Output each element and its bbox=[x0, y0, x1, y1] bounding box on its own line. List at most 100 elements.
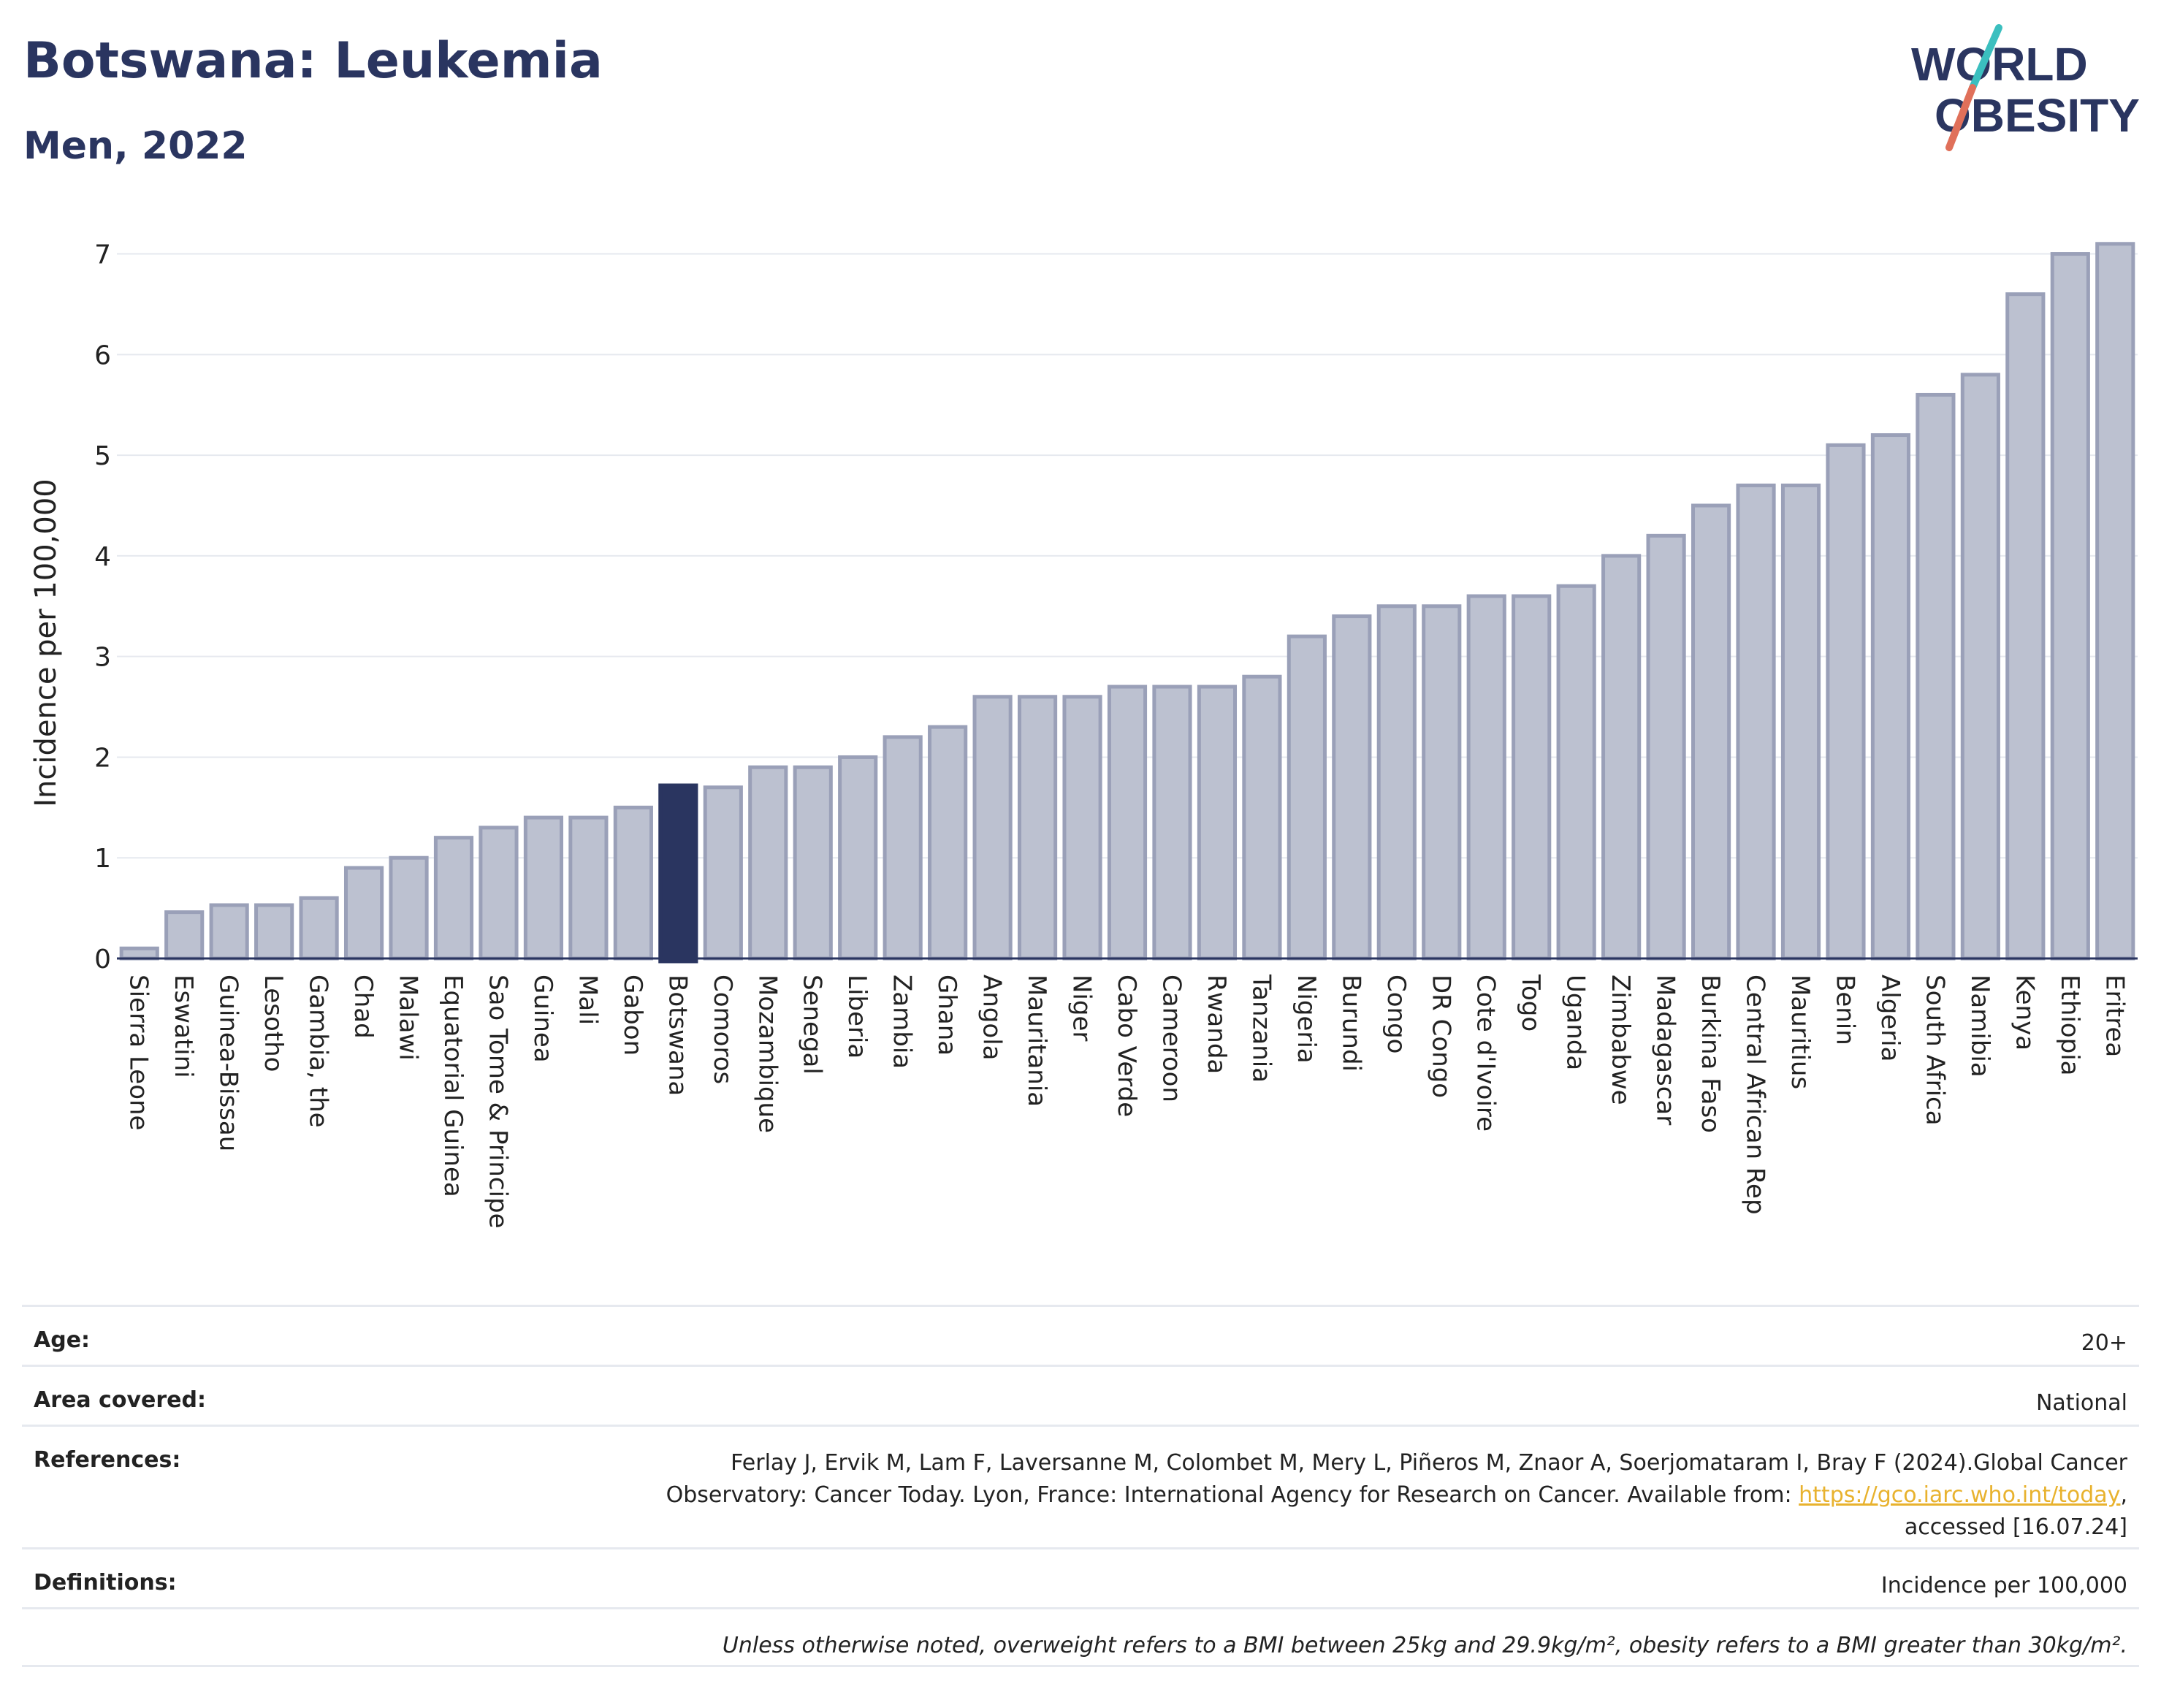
bar bbox=[1062, 695, 1102, 961]
x-tick-label: DR Congo bbox=[1426, 975, 1455, 1098]
logo-line1: WORLD bbox=[1911, 38, 2088, 91]
logo-slash-top bbox=[1969, 24, 2002, 91]
area-label: Area covered: bbox=[34, 1387, 206, 1413]
info-row-references: References: Ferlay J, Ervik M, Lam F, La… bbox=[22, 1425, 2139, 1547]
bar bbox=[748, 765, 788, 961]
x-tick-label: Sierra Leone bbox=[124, 975, 153, 1130]
y-tick-label: 5 bbox=[94, 441, 111, 471]
bar-highlight bbox=[658, 783, 698, 964]
x-tick-label: Madagascar bbox=[1651, 975, 1680, 1125]
x-tick-label: Congo bbox=[1381, 975, 1411, 1053]
x-tick-label: Burundi bbox=[1336, 975, 1365, 1072]
bar bbox=[1107, 685, 1148, 961]
y-tick-label: 2 bbox=[94, 743, 111, 773]
x-axis-labels: Sierra Leone Eswatini Guinea-Bissau Lesotho… bbox=[124, 974, 2130, 1229]
bar bbox=[389, 855, 429, 961]
y-axis-label: Incidence per 100,000 bbox=[29, 479, 63, 807]
x-tick-label: Gambia, the bbox=[304, 975, 333, 1128]
bar bbox=[1780, 483, 1821, 961]
bmi-note: Unless otherwise noted, overweight refer… bbox=[722, 1633, 2127, 1658]
bar bbox=[433, 836, 474, 961]
x-tick-label: Senegal bbox=[798, 975, 827, 1075]
x-tick-label: Benin bbox=[1830, 975, 1859, 1045]
info-row-age: Age: 20+ bbox=[22, 1305, 2139, 1365]
x-tick-label: Zambia bbox=[888, 975, 917, 1069]
area-value: National bbox=[2035, 1390, 2127, 1416]
bar bbox=[209, 903, 249, 961]
x-tick-label: Guinea-Bissau bbox=[214, 975, 243, 1151]
bar-chart: 0 1 2 3 4 5 6 7 Sierra Leone Eswatini Guinea-Biss… bbox=[29, 240, 2138, 1229]
bar bbox=[2050, 252, 2090, 961]
y-tick-label: 4 bbox=[94, 542, 111, 572]
info-row-definitions: Definitions: Incidence per 100,000 bbox=[22, 1547, 2139, 1607]
bar bbox=[1017, 695, 1058, 961]
x-tick-label: Central African Rep bbox=[1741, 975, 1770, 1215]
references-line2: Observatory: Cancer Today. Lyon, France:… bbox=[666, 1482, 1799, 1508]
bar bbox=[2005, 292, 2046, 961]
bar bbox=[1376, 604, 1417, 961]
references-line3: accessed [16.07.24] bbox=[1904, 1514, 2127, 1540]
bar bbox=[928, 725, 968, 961]
references-label: References: bbox=[34, 1447, 181, 1473]
y-tick-label: 6 bbox=[94, 340, 111, 370]
bar bbox=[1601, 554, 1642, 961]
x-tick-label: Mauritius bbox=[1785, 975, 1815, 1089]
bar bbox=[523, 815, 564, 961]
bar bbox=[1287, 634, 1327, 961]
references-line1: Ferlay J, Ervik M, Lam F, Laversanne M, … bbox=[731, 1450, 2127, 1476]
x-tick-label: Ghana bbox=[932, 975, 961, 1056]
bar bbox=[479, 826, 519, 961]
bar bbox=[1512, 594, 1552, 961]
x-tick-label: Togo bbox=[1516, 974, 1545, 1032]
y-tick-label: 3 bbox=[94, 643, 111, 673]
bar bbox=[119, 946, 159, 961]
x-tick-label: Chad bbox=[348, 975, 378, 1039]
x-tick-label: Mali bbox=[573, 975, 602, 1025]
age-label: Age: bbox=[34, 1327, 91, 1353]
bar bbox=[613, 805, 653, 961]
x-tick-label: Sao Tome & Principe bbox=[483, 975, 512, 1229]
x-tick-label: Angola bbox=[977, 975, 1007, 1060]
y-tick-label: 0 bbox=[94, 945, 111, 975]
x-tick-label: Liberia bbox=[842, 975, 872, 1059]
x-tick-label: Lesotho bbox=[259, 975, 288, 1072]
bar bbox=[164, 910, 205, 961]
references-line2-end: , bbox=[2120, 1482, 2127, 1508]
x-tick-label: Comoros bbox=[708, 975, 737, 1084]
x-tick-label: Tanzania bbox=[1246, 974, 1276, 1083]
bar bbox=[1152, 685, 1192, 961]
references-link[interactable]: https://gco.iarc.who.int/today bbox=[1799, 1482, 2121, 1508]
x-tick-label: Niger bbox=[1067, 975, 1097, 1041]
x-tick-label: Nigeria bbox=[1292, 975, 1321, 1064]
bar bbox=[343, 866, 384, 961]
x-tick-label: Eswatini bbox=[169, 975, 198, 1078]
bar bbox=[1691, 503, 1731, 961]
references-value: Ferlay J, Ervik M, Lam F, Laversanne M, … bbox=[666, 1447, 2127, 1544]
bar bbox=[1197, 685, 1238, 961]
bar bbox=[838, 755, 878, 961]
x-tick-label: Cote d'Ivoire bbox=[1471, 975, 1501, 1132]
x-tick-label: Equatorial Guinea bbox=[438, 975, 468, 1197]
x-tick-label: Guinea bbox=[528, 975, 557, 1063]
x-tick-label: Zimbabwe bbox=[1606, 975, 1635, 1105]
bar bbox=[2095, 242, 2135, 961]
page-subtitle: Men, 2022 bbox=[23, 124, 248, 168]
bar bbox=[883, 735, 923, 961]
x-tick-label: Malawi bbox=[394, 975, 423, 1061]
bar bbox=[972, 695, 1013, 961]
x-tick-label: Ethiopia bbox=[2055, 975, 2084, 1075]
x-tick-label: Burkina Faso bbox=[1696, 975, 1725, 1133]
bar bbox=[793, 765, 833, 961]
bar bbox=[568, 815, 609, 961]
bar bbox=[1826, 443, 1866, 961]
definitions-value: Incidence per 100,000 bbox=[1880, 1573, 2127, 1598]
x-tick-label: South Africa bbox=[1920, 975, 1949, 1126]
bar bbox=[703, 785, 743, 961]
x-tick-label: Uganda bbox=[1561, 975, 1590, 1070]
bar bbox=[1556, 584, 1596, 961]
x-tick-label: Kenya bbox=[2010, 975, 2039, 1051]
bar bbox=[1870, 433, 1911, 961]
x-tick-label: Cabo Verde bbox=[1112, 975, 1141, 1117]
bar bbox=[1422, 604, 1462, 961]
age-value: 20+ bbox=[2081, 1330, 2127, 1356]
